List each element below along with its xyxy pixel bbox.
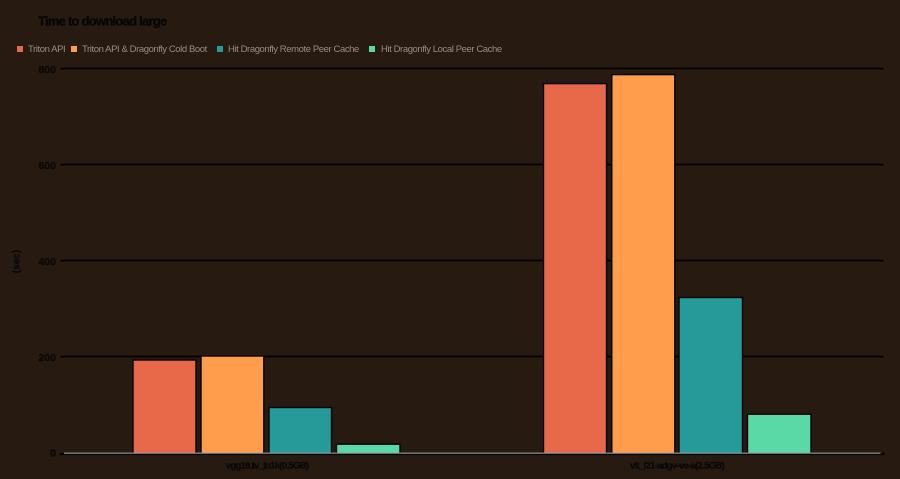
svg-text:200: 200	[38, 352, 56, 364]
svg-text:400: 400	[38, 256, 56, 268]
svg-text:Time to download large: Time to download large	[38, 14, 167, 29]
svg-text:vit_l21-adgv-ve-a(2.5GB): vit_l21-adgv-ve-a(2.5GB)	[630, 461, 725, 472]
svg-text:Hit Dragonfly Local Peer Cache: Hit Dragonfly Local Peer Cache	[381, 44, 502, 55]
svg-text:Hit Dragonfly Remote Peer Cach: Hit Dragonfly Remote Peer Cache	[228, 44, 359, 55]
svg-text:Triton API: Triton API	[28, 44, 65, 55]
svg-text:0: 0	[50, 448, 56, 460]
svg-text:(sec): (sec)	[12, 250, 23, 273]
svg-text:vgg19.tv_in1k(0.5GB): vgg19.tv_in1k(0.5GB)	[226, 461, 309, 472]
svg-text:800: 800	[38, 64, 56, 76]
svg-text:600: 600	[38, 160, 56, 172]
svg-text:Triton API & Dragonfly Cold Bo: Triton API & Dragonfly Cold Boot	[82, 44, 208, 55]
